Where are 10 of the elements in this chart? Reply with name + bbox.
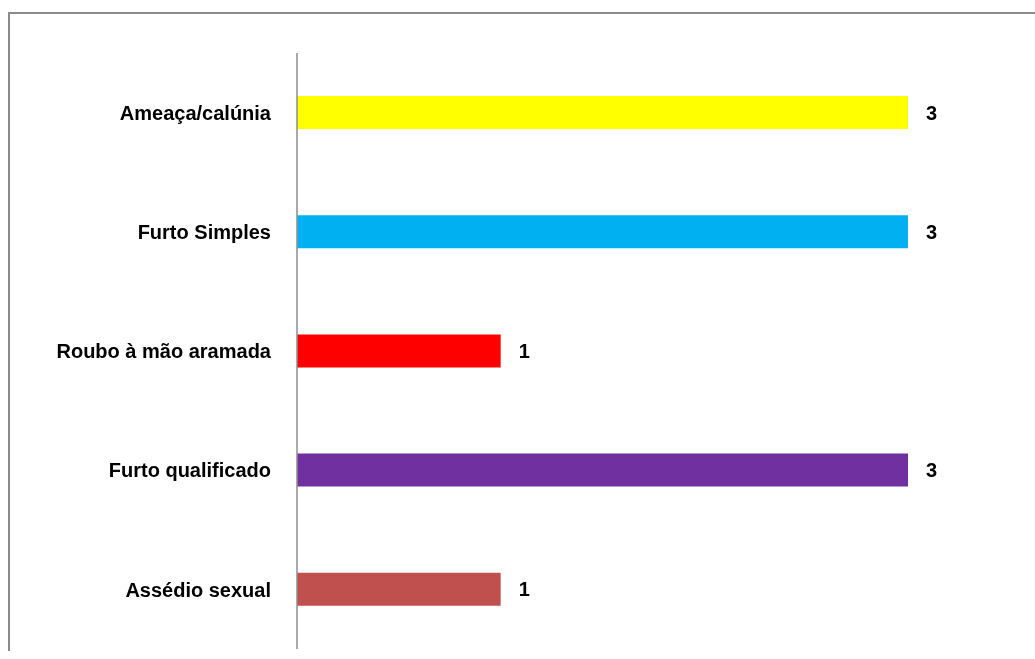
data-label: 1 [518, 340, 530, 362]
y-tick-label: Ameaça/calúnia [119, 101, 272, 124]
y-tick-label: Assédio sexual [125, 578, 271, 601]
y-tick-label: Furto Simples [137, 220, 271, 243]
data-label: 3 [926, 101, 938, 124]
data-label: 3 [926, 220, 938, 243]
y-tick-label: Furto qualificado [108, 459, 271, 482]
data-label: 3 [926, 459, 938, 482]
y-tick-label: Roubo à mão aramada [56, 340, 272, 363]
data-label: 1 [518, 578, 530, 601]
